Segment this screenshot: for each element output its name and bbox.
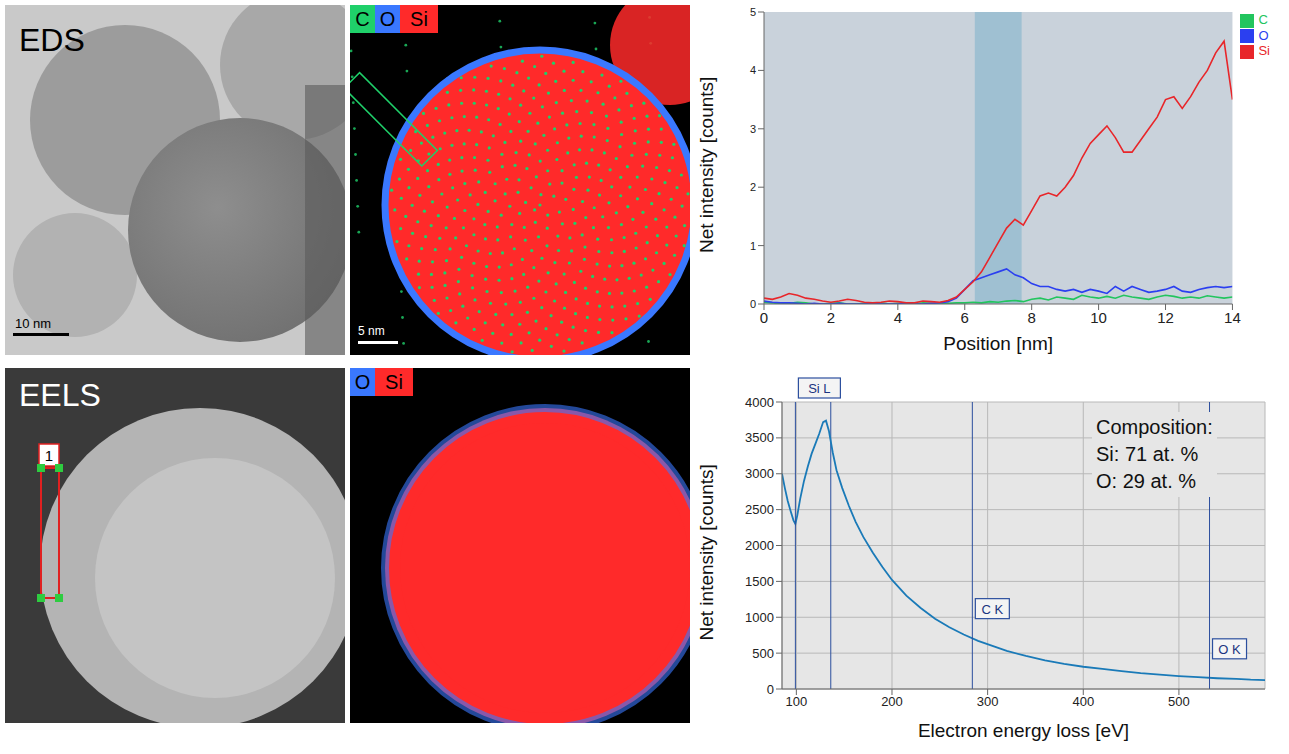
svg-text:14: 14 xyxy=(1224,309,1241,326)
svg-text:0: 0 xyxy=(760,309,768,326)
svg-text:4: 4 xyxy=(750,64,756,76)
svg-text:Net intensity [counts]: Net intensity [counts] xyxy=(697,77,717,253)
svg-text:2: 2 xyxy=(750,181,756,193)
svg-text:4000: 4000 xyxy=(745,395,774,410)
svg-text:O K: O K xyxy=(1218,642,1241,657)
svg-text:0: 0 xyxy=(767,682,774,697)
svg-text:Si: Si xyxy=(385,371,403,393)
svg-text:4: 4 xyxy=(894,309,902,326)
svg-text:2500: 2500 xyxy=(745,502,774,517)
svg-text:1500: 1500 xyxy=(745,574,774,589)
svg-text:400: 400 xyxy=(1072,694,1094,709)
html-text:O: 29 at. %: O: 29 at. % xyxy=(1096,470,1197,492)
svg-text:10 nm: 10 nm xyxy=(15,316,51,331)
svg-text:C: C xyxy=(355,8,369,30)
html-text:Si: Si xyxy=(1258,43,1270,59)
svg-text:1: 1 xyxy=(45,447,53,464)
svg-text:6: 6 xyxy=(961,309,969,326)
svg-text:3000: 3000 xyxy=(745,466,774,481)
svg-text:3: 3 xyxy=(750,123,756,135)
svg-text:Si L: Si L xyxy=(808,381,830,396)
html-text:C: C xyxy=(1258,12,1268,27)
svg-text:1: 1 xyxy=(750,240,756,252)
svg-text:3500: 3500 xyxy=(745,430,774,445)
svg-text:12: 12 xyxy=(1157,309,1174,326)
html-text:O: O xyxy=(1258,27,1269,43)
svg-text:2000: 2000 xyxy=(745,538,774,553)
svg-text:EELS: EELS xyxy=(19,377,101,413)
svg-text:500: 500 xyxy=(752,646,774,661)
svg-text:C K: C K xyxy=(981,602,1003,617)
svg-text:Net intensity [counts]: Net intensity [counts] xyxy=(697,464,717,640)
svg-text:O: O xyxy=(380,8,396,30)
svg-text:5 nm: 5 nm xyxy=(358,324,385,338)
svg-text:2: 2 xyxy=(827,309,835,326)
svg-text:200: 200 xyxy=(881,694,903,709)
svg-text:EDS: EDS xyxy=(19,22,85,58)
svg-text:8: 8 xyxy=(1028,309,1036,326)
svg-text:500: 500 xyxy=(1168,694,1190,709)
svg-text:Electron energy loss [eV]: Electron energy loss [eV] xyxy=(918,720,1129,741)
svg-text:0: 0 xyxy=(750,298,756,310)
html-text:Composition:: Composition: xyxy=(1096,416,1213,438)
svg-text:Position [nm]: Position [nm] xyxy=(943,333,1053,354)
svg-text:10: 10 xyxy=(1090,309,1107,326)
html-text:Si: 71 at. %: Si: 71 at. % xyxy=(1096,443,1199,465)
svg-text:100: 100 xyxy=(785,694,807,709)
svg-text:5: 5 xyxy=(750,6,756,18)
svg-text:Si: Si xyxy=(410,8,428,30)
svg-text:300: 300 xyxy=(977,694,999,709)
svg-text:1000: 1000 xyxy=(745,610,774,625)
svg-text:O: O xyxy=(355,371,371,393)
